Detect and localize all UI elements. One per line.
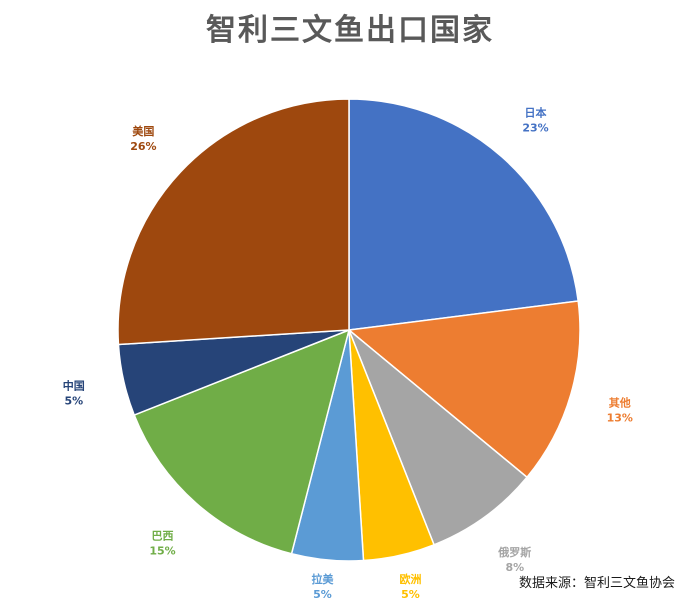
slice-label-name-1: 其他 xyxy=(609,396,631,410)
slice-label-name-5: 巴西 xyxy=(152,530,174,543)
slice-label-name-7: 美国 xyxy=(132,124,154,138)
slice-label-percent-6: 5% xyxy=(64,395,83,408)
pie-slice-1 xyxy=(347,300,581,479)
slice-label-percent-2: 8% xyxy=(505,561,524,574)
pie-data-labels: 日本 23% 其他 13% 俄罗斯 8% 欧洲 5% 拉美 5% 巴西 15% 中国 5% 美国 26% xyxy=(63,106,633,602)
slice-label-name-3: 欧洲 xyxy=(400,572,422,586)
slice-label-percent-4: 5% xyxy=(313,588,332,601)
slice-label-percent-3: 5% xyxy=(401,588,420,601)
data-source-note: 数据来源：智利三文鱼协会 xyxy=(519,575,675,591)
chart-title: 智利三文鱼出口国家 xyxy=(206,13,494,48)
pie-slice-7 xyxy=(117,98,350,346)
slice-label-name-4: 拉美 xyxy=(312,572,335,586)
slice-label-percent-7: 26% xyxy=(130,140,156,153)
slice-label-name-2: 俄罗斯 xyxy=(497,545,531,559)
pie-slice-2 xyxy=(348,329,529,546)
slice-label-percent-5: 15% xyxy=(149,545,175,558)
slice-label-percent-0: 23% xyxy=(522,122,548,135)
slice-label-name-0: 日本 xyxy=(525,106,547,120)
pie-slices xyxy=(117,98,581,562)
pie-slice-0 xyxy=(348,98,580,331)
pie-slice-5 xyxy=(133,328,351,555)
slice-label-name-6: 中国 xyxy=(63,379,85,393)
slice-label-percent-1: 13% xyxy=(607,412,633,425)
